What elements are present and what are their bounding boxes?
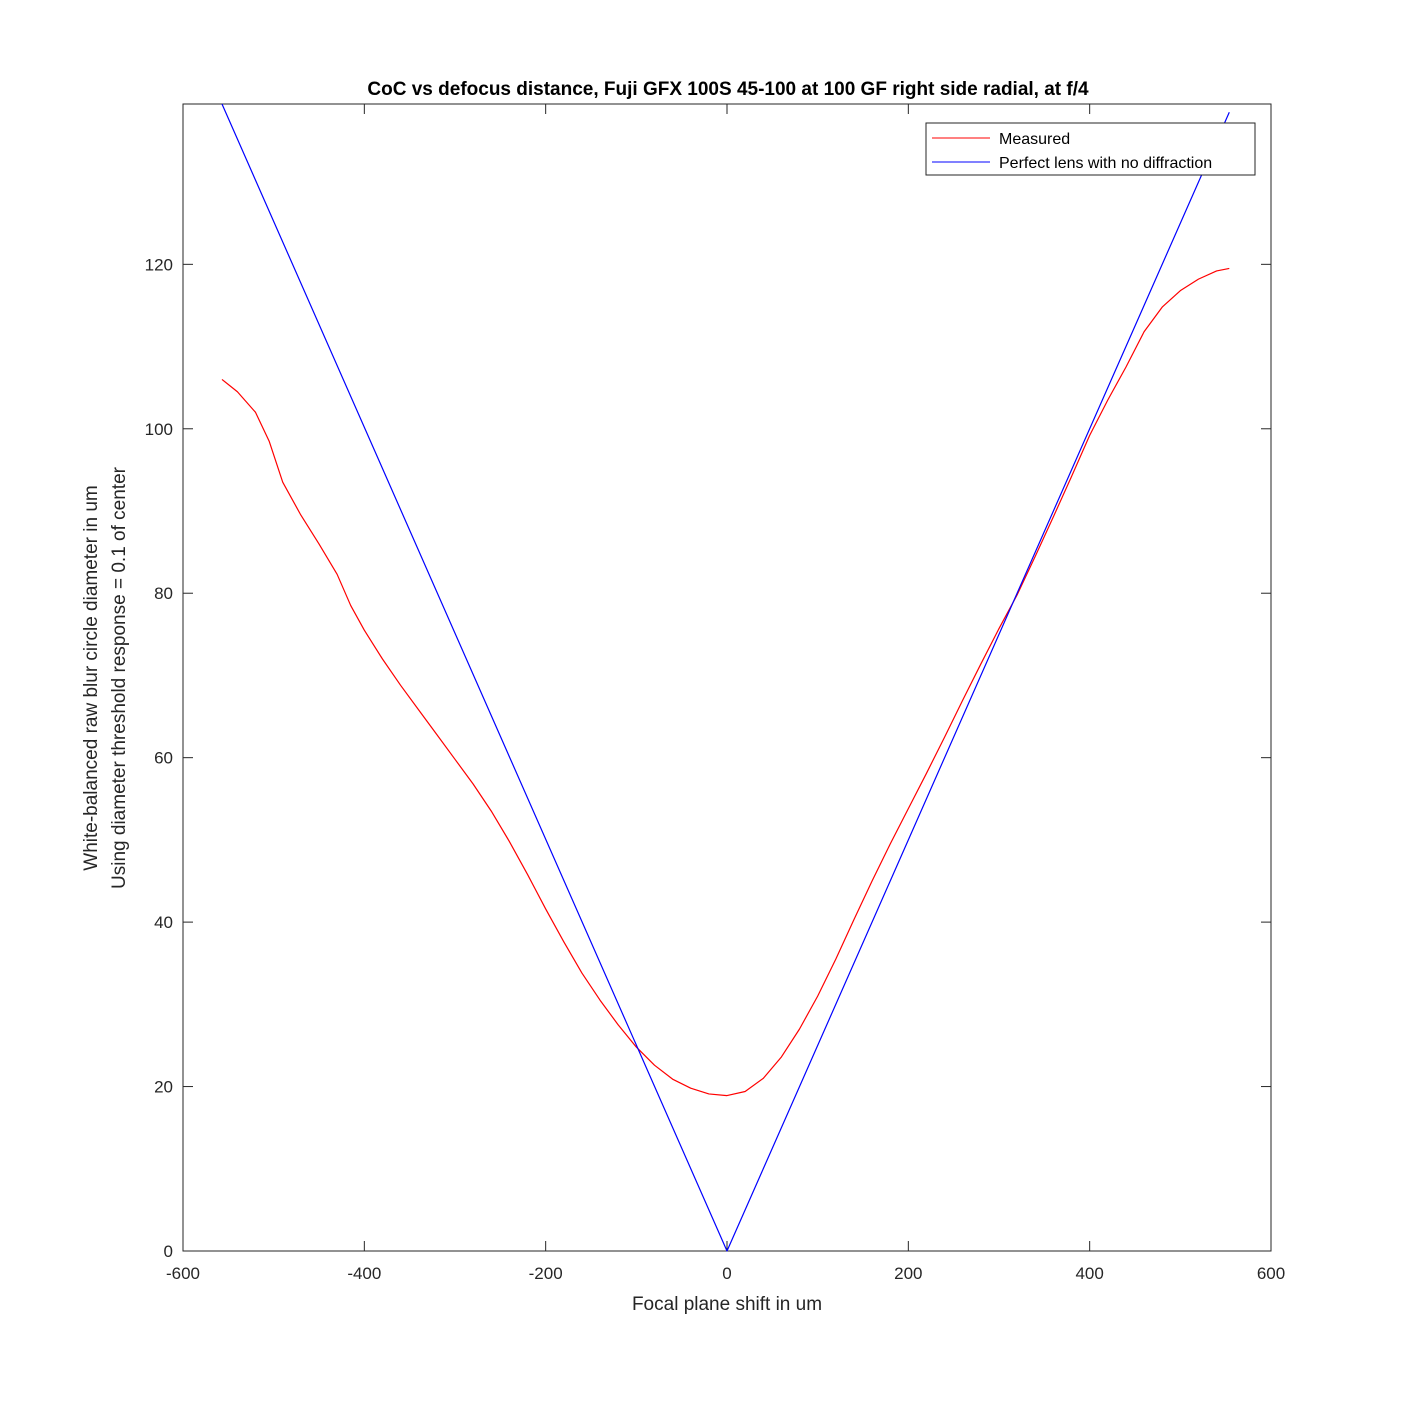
y-axis-label-line-1: White-balanced raw blur circle diameter … (81, 485, 102, 870)
legend-entry-perfect-lens: Perfect lens with no diffraction (999, 155, 1212, 172)
y-tick-label: 0 (164, 1242, 173, 1261)
series-layer (221, 103, 1230, 1252)
y-tick-label: 20 (154, 1078, 173, 1097)
y-ticks: 0 20 40 60 80 100 120 (145, 255, 1271, 1261)
x-ticks: -600 -400 -200 0 200 400 600 (166, 104, 1285, 1283)
series-measured-line (221, 267, 1230, 1097)
legend: Measured Perfect lens with no diffractio… (925, 122, 1256, 176)
x-axis-label: Focal plane shift in um (632, 1294, 822, 1315)
y-tick-label: 120 (145, 255, 173, 274)
x-tick-label: -400 (347, 1264, 381, 1283)
y-tick-label: 40 (154, 913, 173, 932)
x-tick-label: 400 (1075, 1264, 1103, 1283)
plot-area (182, 103, 1272, 1252)
y-tick-label: 80 (154, 584, 173, 603)
y-axis-label-line-2: Using diameter threshold response = 0.1 … (109, 466, 130, 889)
x-tick-label: 200 (894, 1264, 922, 1283)
legend-box (925, 122, 1256, 176)
y-tick-label: 100 (145, 420, 173, 439)
x-tick-label: -600 (166, 1264, 200, 1283)
series-perfect-lens-line (221, 103, 1230, 1252)
x-tick-label: -200 (529, 1264, 563, 1283)
y-tick-label: 60 (154, 749, 173, 768)
x-tick-label: 600 (1257, 1264, 1285, 1283)
legend-entry-measured: Measured (999, 131, 1070, 148)
chart-title: CoC vs defocus distance, Fuji GFX 100S 4… (367, 79, 1089, 100)
x-tick-label: 0 (722, 1264, 731, 1283)
y-axis-label: White-balanced raw blur circle diameter … (81, 466, 130, 889)
